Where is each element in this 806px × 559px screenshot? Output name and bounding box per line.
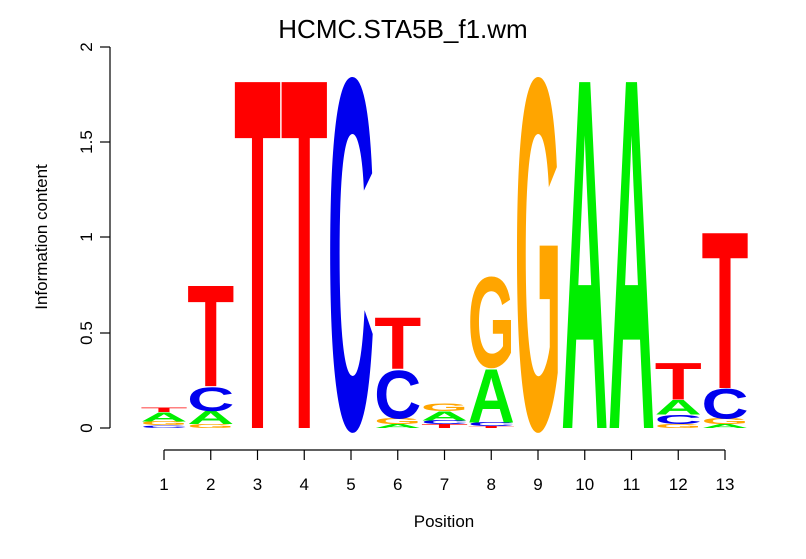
logo-letter-a: A	[187, 408, 234, 429]
x-tick-label: 5	[346, 475, 355, 494]
logo-letter-c: C	[328, 0, 375, 535]
logo-letter-a: A	[655, 396, 702, 420]
x-tick-label: 2	[206, 475, 215, 494]
y-tick-label: 1.5	[77, 130, 96, 154]
x-tick-label: 6	[393, 475, 402, 494]
logo-letter-g: G	[655, 423, 702, 429]
logo-letter-a: A	[702, 423, 749, 429]
x-tick-label: 12	[669, 475, 688, 494]
logo-letter-g: G	[374, 417, 421, 426]
logo-letter-g: G	[468, 250, 515, 395]
logo-letter-c: C	[374, 357, 421, 434]
x-tick-label: 13	[716, 475, 735, 494]
logo-letter-a: A	[141, 409, 188, 424]
x-tick-label: 3	[253, 475, 262, 494]
x-tick-label: 10	[575, 475, 594, 494]
logo-letter-t: T	[468, 426, 515, 429]
logo-letter-t: T	[141, 406, 188, 413]
logo-letter-c: C	[141, 424, 188, 428]
logo-letter-c: C	[187, 380, 234, 418]
y-axis: 0 0.5 1 1.5 2 Information content	[32, 42, 111, 433]
x-tick-label: 4	[300, 475, 309, 494]
logo-letter-g: G	[515, 0, 562, 535]
logo-letter-t: T	[421, 423, 468, 429]
logo-letter-g: G	[702, 417, 749, 426]
x-axis-label: Position	[414, 512, 474, 531]
logo-letter-t: T	[702, 185, 749, 437]
logo-letter-a: A	[374, 423, 421, 429]
x-axis: 1 2 3 4 5 6 7 8 9 10 11 12 13 Position	[159, 449, 735, 531]
x-tick-label: 8	[487, 475, 496, 494]
logo-letter-g: G	[141, 420, 188, 426]
x-tick-label: 1	[159, 475, 168, 494]
x-tick-label: 11	[623, 475, 641, 494]
logo-letter-g: G	[421, 402, 468, 414]
logo-letter-t: T	[187, 255, 234, 418]
logo-letter-a: A	[421, 408, 468, 423]
y-tick-label: 0	[77, 423, 96, 432]
logo-letter-a: A	[561, 0, 608, 535]
logo-letter-c: C	[655, 412, 702, 427]
logo-letter-c: C	[421, 419, 468, 425]
x-tick-label: 7	[440, 475, 449, 494]
logo-letter-t: T	[655, 351, 702, 410]
y-tick-label: 2	[77, 42, 96, 51]
logo-letter-a: A	[468, 354, 515, 439]
y-tick-label: 0.5	[77, 321, 96, 345]
logo-letter-a: A	[608, 0, 655, 535]
logo-letter-t: T	[281, 0, 328, 536]
logo-letter-c: C	[468, 421, 515, 427]
y-axis-label: Information content	[32, 164, 51, 310]
logo-letter-g: G	[187, 423, 234, 429]
logo-letter-t: T	[374, 303, 421, 385]
chart-title: HCMC.STA5B_f1.wm	[278, 14, 527, 44]
x-tick-label: 9	[533, 475, 542, 494]
y-tick-label: 1	[77, 232, 96, 241]
logo-letter-c: C	[702, 380, 749, 428]
logo-letter-t: T	[234, 0, 281, 536]
